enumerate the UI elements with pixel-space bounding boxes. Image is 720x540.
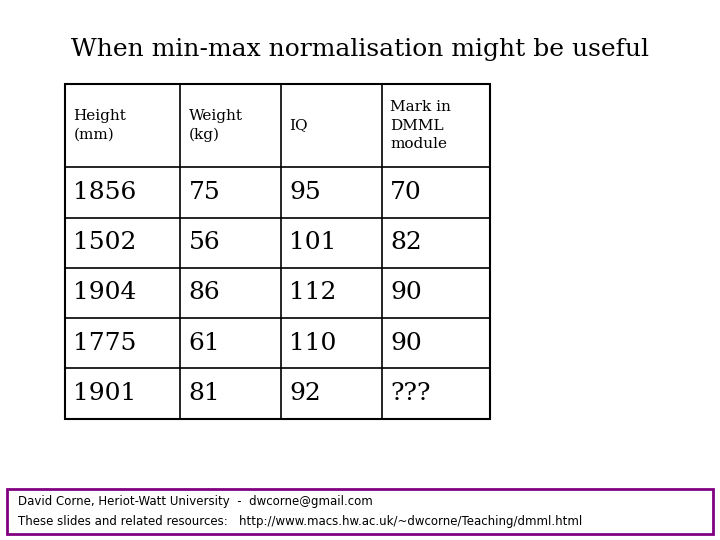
Text: 70: 70	[390, 181, 422, 204]
Text: IQ: IQ	[289, 119, 308, 132]
Text: Mark in
DMML
module: Mark in DMML module	[390, 100, 451, 151]
Text: 1856: 1856	[73, 181, 137, 204]
Text: These slides and related resources:   http://www.macs.hw.ac.uk/~dwcorne/Teaching: These slides and related resources: http…	[18, 515, 582, 528]
Text: 86: 86	[189, 281, 220, 305]
Text: 75: 75	[189, 181, 220, 204]
Text: ???: ???	[390, 382, 431, 405]
Text: Weight
(kg): Weight (kg)	[189, 109, 243, 142]
Text: 61: 61	[189, 332, 220, 355]
Text: 110: 110	[289, 332, 337, 355]
Text: 101: 101	[289, 231, 337, 254]
Text: David Corne, Heriot-Watt University  -  dwcorne@gmail.com: David Corne, Heriot-Watt University - dw…	[18, 495, 373, 508]
Text: 1904: 1904	[73, 281, 137, 305]
Text: 1901: 1901	[73, 382, 137, 405]
Text: 81: 81	[189, 382, 220, 405]
Text: 92: 92	[289, 382, 321, 405]
Text: 82: 82	[390, 231, 422, 254]
Text: Height
(mm): Height (mm)	[73, 109, 126, 141]
Text: 1502: 1502	[73, 231, 137, 254]
Text: 90: 90	[390, 281, 422, 305]
Text: 112: 112	[289, 281, 337, 305]
Text: 56: 56	[189, 231, 220, 254]
Text: When min-max normalisation might be useful: When min-max normalisation might be usef…	[71, 38, 649, 61]
Text: 1775: 1775	[73, 332, 137, 355]
Text: 95: 95	[289, 181, 321, 204]
Text: 90: 90	[390, 332, 422, 355]
